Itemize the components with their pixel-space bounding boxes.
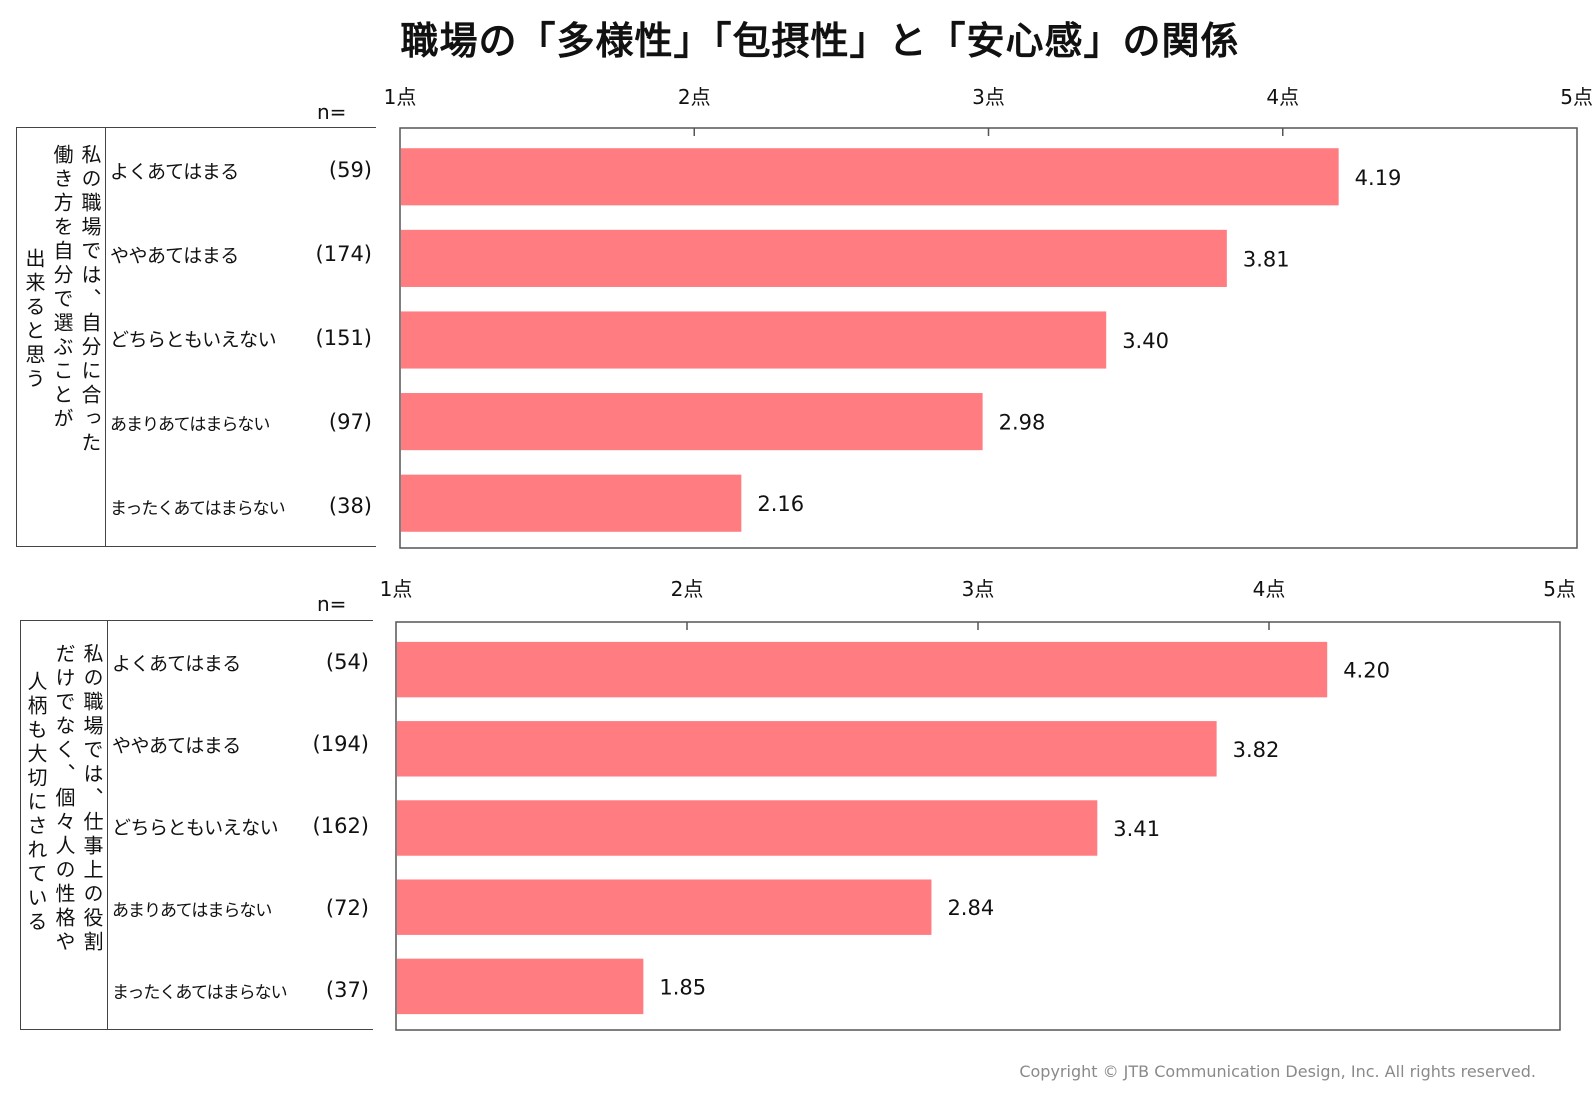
sample-size: (54) <box>325 650 369 674</box>
category-label: あまりあてはまらない <box>110 414 270 435</box>
data-label: 2.98 <box>999 411 1046 435</box>
data-label: 2.84 <box>947 896 994 920</box>
sample-size: (174) <box>315 242 372 266</box>
question-line-2: だけでなく、個々人の性格や <box>52 643 76 955</box>
category-label: ややあてはまる <box>110 244 239 267</box>
data-label: 3.82 <box>1233 738 1280 762</box>
tick-label: 5点 <box>1543 577 1576 601</box>
bar-chart-personality: 1点 2点 3点 4点 5点 4.20 3.82 3.41 2.84 1.85 <box>380 577 1576 1031</box>
category-row: まったくあてはまらない (38) <box>106 464 376 548</box>
bar <box>397 879 932 935</box>
label-table: 私の職場では、仕事上の役割 だけでなく、個々人の性格や 人柄も大切にされている … <box>20 620 373 1030</box>
category-row: ややあてはまる (174) <box>106 212 376 296</box>
sample-size: (38) <box>328 494 372 518</box>
tick-label: 5点 <box>1560 85 1592 109</box>
bar <box>401 311 1107 369</box>
bar <box>401 229 1227 287</box>
category-label: まったくあてはまらない <box>110 498 286 519</box>
category-row: あまりあてはまらない (72) <box>108 867 373 949</box>
bar <box>397 958 644 1015</box>
tick-label: 1点 <box>384 85 417 109</box>
data-label: 3.40 <box>1122 329 1169 353</box>
tick-label: 4点 <box>1266 85 1299 109</box>
category-label: よくあてはまる <box>110 160 239 183</box>
category-label: よくあてはまる <box>112 652 241 675</box>
sample-size: (72) <box>325 896 369 920</box>
tick-label: 4点 <box>1253 577 1286 601</box>
category-row: よくあてはまる (59) <box>106 128 376 212</box>
category-row: まったくあてはまらない (37) <box>108 949 373 1031</box>
chart-title: 職場の「多様性」「包摂性」と「安心感」の関係 <box>400 19 1240 63</box>
question-text: 私の職場では、仕事上の役割 だけでなく、個々人の性格や 人柄も大切にされている <box>21 621 108 1029</box>
sample-size: (59) <box>328 158 372 182</box>
tick-label: 1点 <box>380 577 413 601</box>
category-label: どちらともいえない <box>110 328 277 351</box>
data-label: 3.81 <box>1243 247 1290 271</box>
data-label: 3.41 <box>1113 817 1160 841</box>
data-label: 1.85 <box>659 975 706 999</box>
question-line-3: 出来ると思う <box>22 248 46 392</box>
category-row: ややあてはまる (194) <box>108 703 373 785</box>
sample-size: (162) <box>312 814 369 838</box>
question-line-3: 人柄も大切にされている <box>24 671 48 935</box>
category-row: どちらともいえない (162) <box>108 785 373 867</box>
data-label: 2.16 <box>757 492 804 516</box>
question-line-2: 働き方を自分で選ぶことが <box>50 144 74 432</box>
chart-panel-workstyle: n= 私の職場では、自分に合った 働き方を自分で選ぶことが 出来ると思う よくあ… <box>0 80 1592 560</box>
category-list: よくあてはまる (54) ややあてはまる (194) どちらともいえない (16… <box>108 621 373 1029</box>
chart-panel-personality: n= 私の職場では、仕事上の役割 だけでなく、個々人の性格や 人柄も大切にされて… <box>0 572 1592 1052</box>
bar <box>397 721 1217 777</box>
bar <box>401 474 742 532</box>
sample-size: (151) <box>315 326 372 350</box>
category-label: ややあてはまる <box>112 734 241 757</box>
n-label: n= <box>317 100 347 124</box>
bar <box>397 641 1328 698</box>
sample-size: (194) <box>312 732 369 756</box>
tick-label: 2点 <box>678 85 711 109</box>
bar <box>397 800 1098 856</box>
category-row: どちらともいえない (151) <box>106 296 376 380</box>
n-label: n= <box>317 592 347 616</box>
category-label: あまりあてはまらない <box>112 900 272 921</box>
data-label: 4.19 <box>1355 166 1402 190</box>
category-row: あまりあてはまらない (97) <box>106 380 376 464</box>
category-row: よくあてはまる (54) <box>108 621 373 703</box>
label-table: 私の職場では、自分に合った 働き方を自分で選ぶことが 出来ると思う よくあてはま… <box>16 127 376 547</box>
tick-label: 3点 <box>972 85 1005 109</box>
copyright-notice: Copyright © JTB Communication Design, In… <box>1019 1062 1536 1081</box>
tick-label: 2点 <box>671 577 704 601</box>
question-line-1: 私の職場では、自分に合った <box>78 144 102 456</box>
bar-chart-workstyle: 1点 2点 3点 4点 5点 4.19 3.81 3.40 2.98 2.16 <box>384 85 1592 549</box>
category-list: よくあてはまる (59) ややあてはまる (174) どちらともいえない (15… <box>106 128 376 546</box>
sample-size: (97) <box>328 410 372 434</box>
question-text: 私の職場では、自分に合った 働き方を自分で選ぶことが 出来ると思う <box>17 128 106 546</box>
tick-label: 3点 <box>962 577 995 601</box>
bar <box>401 148 1339 206</box>
question-line-1: 私の職場では、仕事上の役割 <box>80 643 104 955</box>
sample-size: (37) <box>325 978 369 1002</box>
category-label: どちらともいえない <box>112 816 279 839</box>
data-label: 4.20 <box>1343 659 1390 683</box>
category-label: まったくあてはまらない <box>112 982 288 1003</box>
bar <box>401 393 983 451</box>
